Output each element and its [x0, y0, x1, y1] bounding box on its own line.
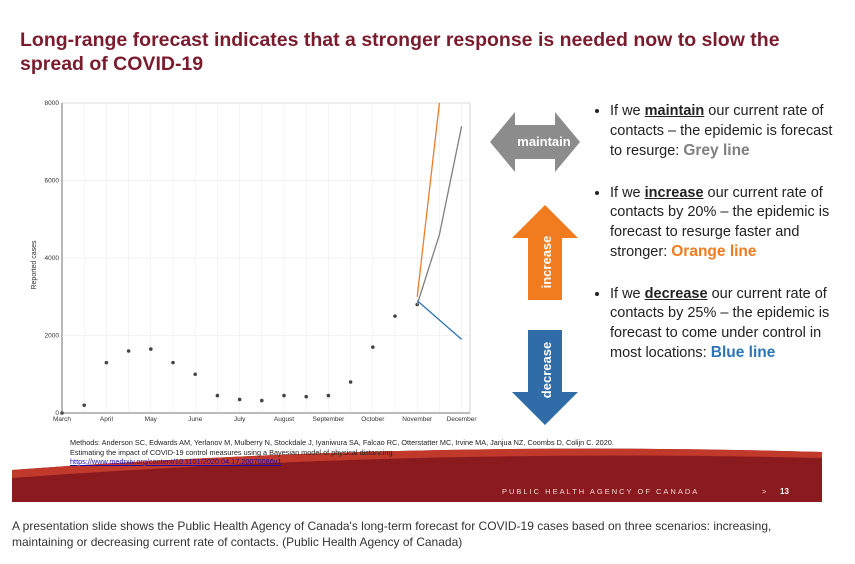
footer-sep: > [762, 487, 767, 496]
x-tick-label: November [402, 416, 433, 423]
series-line [416, 126, 463, 305]
footer-text: PUBLIC HEALTH AGENCY OF CANADA [502, 487, 699, 496]
x-tick-label: July [234, 416, 246, 423]
footer-stripe [12, 448, 822, 478]
bullet: If we increase our current rate of conta… [610, 184, 845, 263]
arrow-label: maintain [517, 134, 571, 149]
data-point [126, 349, 131, 353]
text: our current rate of contacts by 25% – th… [610, 285, 830, 362]
text: If we [610, 103, 645, 119]
data-point [82, 403, 86, 408]
link[interactable]: https://www.medrxiv.org/content/10.1101/… [70, 457, 282, 466]
text: If we [610, 184, 645, 201]
arrow-shape [512, 330, 578, 425]
slide-title: Long-range forecast indicates that a str… [20, 29, 780, 75]
data-point [326, 393, 331, 398]
y-tick-label: 6000 [45, 178, 60, 185]
data-point [393, 314, 397, 318]
data-point [104, 360, 109, 365]
bullet: If we decrease our current rate of conta… [610, 285, 845, 364]
data-point [260, 398, 264, 403]
text: our current rate of contacts – the epide… [610, 103, 833, 159]
keyword: increase [644, 184, 704, 201]
arrow-shape [512, 205, 578, 300]
series-ref: Orange line [671, 243, 757, 260]
text: our current rate of contacts by 20% – th… [610, 184, 830, 261]
arrow-label: decrease [539, 342, 554, 398]
y-axis-label: Reported cases [31, 240, 38, 290]
maintain-arrow: maintain [490, 112, 580, 172]
text: If we [610, 285, 645, 302]
y-tick-label: 8000 [45, 100, 60, 107]
data-point [215, 393, 220, 398]
keyword: maintain [644, 103, 705, 119]
data-point [237, 397, 242, 402]
data-point [171, 360, 175, 365]
data-point [282, 393, 286, 398]
x-tick-label: October [361, 416, 385, 423]
y-tick-label: 0 [55, 410, 59, 417]
data-point [348, 380, 353, 384]
y-tick-label: 2000 [45, 333, 60, 340]
data-point [304, 394, 309, 399]
arrow-shape [490, 112, 580, 172]
y-tick-label: 4000 [45, 255, 60, 262]
bullet-list: If we maintain our current rate of conta… [592, 102, 845, 386]
x-tick-label: June [188, 416, 202, 423]
data-point [193, 372, 197, 377]
x-tick-label: May [145, 416, 158, 423]
methods-text: Methods: Anderson SC, Edwards AM, Yerlan… [70, 438, 614, 457]
x-tick-label: September [313, 416, 346, 423]
arrow-label: increase [539, 236, 554, 289]
series-line [416, 300, 463, 340]
caption: A presentation slide shows the Public He… [12, 519, 772, 549]
x-tick-label: March [53, 416, 71, 423]
x-tick-label: April [100, 416, 114, 423]
x-tick-label: December [447, 416, 478, 423]
page-number: 13 [780, 487, 789, 496]
series-ref: Blue line [710, 344, 776, 361]
data-point [149, 347, 153, 351]
x-tick-label: August [274, 416, 294, 423]
increase-arrow: increase [512, 205, 578, 300]
data-point [371, 345, 375, 349]
decrease-arrow: decrease [512, 330, 578, 425]
series-line [416, 102, 441, 297]
methods: Methods: Anderson SC, Edwards AM, Yerlan… [70, 438, 615, 467]
chart: Reported cases March April May June July Augu… [31, 100, 478, 423]
keyword: decrease [644, 285, 708, 302]
series-ref: Grey line [683, 142, 750, 159]
bullet: If we maintain our current rate of conta… [610, 102, 845, 162]
